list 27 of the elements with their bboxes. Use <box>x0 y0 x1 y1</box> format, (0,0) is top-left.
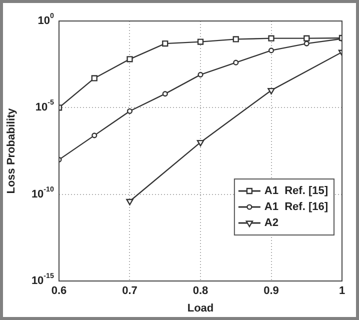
point <box>232 36 239 42</box>
point <box>197 38 204 45</box>
point <box>126 198 134 206</box>
point <box>198 72 204 78</box>
x-tick-label: 0.6 <box>51 285 67 298</box>
point <box>162 91 168 97</box>
x-tick-label: 0.9 <box>264 285 279 298</box>
x-tick-label: 0.8 <box>192 285 208 298</box>
legend-label: A2 <box>264 217 278 230</box>
point <box>268 35 274 42</box>
point <box>126 56 133 62</box>
point <box>304 40 310 46</box>
x-tick-label: 1 <box>338 285 346 298</box>
legend-label: A1 Ref. [15] <box>264 185 328 198</box>
point <box>196 140 204 146</box>
point <box>162 40 168 47</box>
x-tick-label: 0.7 <box>122 285 138 298</box>
point <box>92 132 98 138</box>
point <box>268 88 275 94</box>
point <box>126 108 133 114</box>
point <box>268 48 274 54</box>
y-axis-title: Loss Probability <box>6 107 18 194</box>
point <box>233 60 239 66</box>
x-axis-title: Load <box>187 302 214 314</box>
point <box>304 35 310 42</box>
point <box>91 75 98 82</box>
legend-label: A1 Ref. [16] <box>264 201 328 214</box>
